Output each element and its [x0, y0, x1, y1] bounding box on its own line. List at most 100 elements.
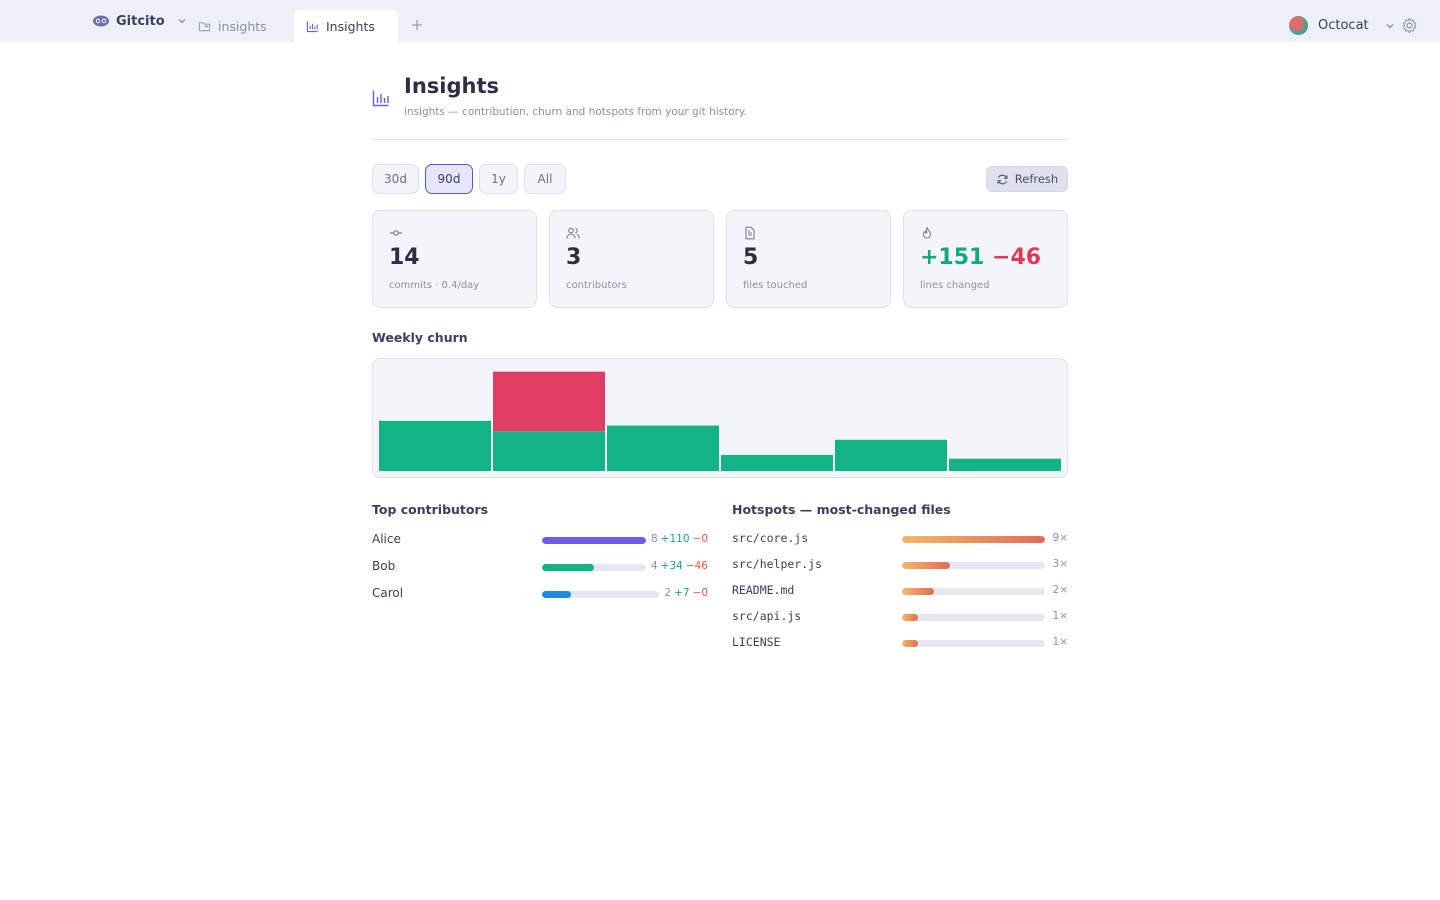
churn-bar-added-4 — [721, 454, 833, 471]
churn-bar-added-3 — [607, 425, 719, 471]
hotspot-row[interactable]: src/core.js 9× — [732, 529, 1068, 549]
contribution-bar-fill — [542, 537, 646, 544]
lines-card: +151 −46 lines changed — [903, 210, 1068, 308]
user-name: Octocat — [1318, 18, 1369, 33]
churn-bar-added-2 — [493, 431, 605, 471]
contributor-removed: −46 — [685, 560, 708, 572]
commits-count: 14 — [389, 245, 420, 270]
bar-chart-icon — [372, 90, 389, 107]
hotspot-bar — [902, 640, 1045, 647]
weekly-churn-title: Weekly churn — [372, 330, 468, 345]
contribution-bar — [542, 537, 646, 544]
contributor-added: +7 — [674, 587, 690, 599]
refresh-button[interactable]: Refresh — [986, 166, 1068, 192]
hotspot-bar-fill — [902, 536, 1045, 543]
bar-chart-icon — [306, 20, 318, 32]
divider — [372, 139, 1068, 140]
hotspot-bar — [902, 536, 1045, 543]
hotspot-bar-fill — [902, 588, 934, 595]
churn-bar-removed-2 — [493, 371, 605, 432]
tab-label: insights — [218, 18, 267, 34]
range-1y-button[interactable]: 1y — [479, 164, 518, 194]
add-tab-icon[interactable] — [410, 18, 424, 32]
avatar — [1289, 16, 1308, 35]
contributors-card: 3 contributors — [549, 210, 714, 308]
tab-insights-folder[interactable]: insights — [198, 10, 267, 42]
contribution-bar — [542, 564, 646, 571]
hotspot-change-count: 3× — [1052, 558, 1068, 570]
chevron-down-icon — [178, 19, 186, 24]
churn-bar-added-5 — [835, 439, 947, 471]
refresh-label: Refresh — [1014, 172, 1059, 186]
hotspot-row[interactable]: src/api.js 1× — [732, 607, 1068, 627]
contributor-stats: 2 +7 −0 — [664, 587, 708, 599]
churn-bar-added-6 — [949, 458, 1061, 471]
page-subtitle: insights — contribution, churn and hotsp… — [404, 106, 748, 118]
churn-bars — [379, 371, 1061, 471]
contributor-stats: 8 +110 −0 — [651, 533, 708, 545]
commits-label: commits · 0.4/day — [389, 280, 480, 291]
hotspot-change-count: 1× — [1052, 636, 1068, 648]
tab-insights[interactable]: Insights — [294, 10, 398, 42]
contributor-commits: 8 — [650, 533, 658, 545]
file-icon — [745, 226, 755, 240]
contributor-row: Carol 2 +7 −0 — [372, 584, 708, 604]
contributor-name: Bob — [372, 559, 396, 573]
contribution-bar-fill — [542, 591, 572, 598]
users-icon — [566, 227, 580, 239]
files-label: files touched — [743, 280, 808, 291]
hotspot-change-count: 9× — [1052, 532, 1068, 544]
files-count: 5 — [743, 245, 759, 270]
workspace-switcher[interactable]: Gitcito — [92, 11, 187, 31]
hotspot-file-name: src/core.js — [732, 531, 809, 545]
hotspot-bar-fill — [902, 614, 918, 621]
hotspot-file-name: LICENSE — [732, 635, 781, 649]
hotspot-bar — [902, 588, 1045, 595]
hotspot-row[interactable]: README.md 2× — [732, 581, 1068, 601]
contributor-name: Alice — [372, 532, 401, 546]
tab-label: Insights — [326, 18, 375, 34]
churn-bar-added-1 — [379, 420, 491, 471]
hotspot-bar — [902, 562, 1045, 569]
commit-icon — [390, 230, 402, 236]
contributor-row: Alice 8 +110 −0 — [372, 530, 708, 550]
hotspot-file-name: README.md — [732, 583, 795, 597]
contributor-added: +34 — [660, 560, 683, 572]
contributor-removed: −0 — [692, 533, 708, 545]
hotspot-change-count: 2× — [1052, 584, 1068, 596]
refresh-icon — [997, 174, 1008, 184]
hotspot-row[interactable]: LICENSE 1× — [732, 633, 1068, 653]
contributors-count: 3 — [566, 245, 582, 270]
hotspot-bar-fill — [902, 562, 950, 569]
contributors-label: contributors — [566, 280, 627, 291]
range-all-button[interactable]: All — [524, 164, 566, 194]
contributor-added: +110 — [660, 533, 690, 545]
hotspot-bar — [902, 614, 1045, 621]
page-title: Insights — [404, 74, 499, 98]
hotspot-row[interactable]: src/helper.js 3× — [732, 555, 1068, 575]
gear-icon[interactable] — [1401, 17, 1418, 34]
lines-added: +151 — [920, 245, 985, 270]
folder-icon — [198, 21, 211, 31]
contributor-commits: 2 — [664, 587, 672, 599]
top-contributors-title: Top contributors — [372, 502, 489, 517]
user-menu[interactable]: Octocat — [1289, 16, 1395, 35]
hotspot-file-name: src/api.js — [732, 609, 802, 623]
hotspots-title: Hotspots — most-changed files — [732, 502, 951, 517]
chevron-down-icon — [1386, 23, 1394, 28]
hotspot-bar-fill — [902, 640, 918, 647]
lines-changed-value: +151 −46 — [920, 245, 1041, 270]
weekly-churn-chart — [372, 358, 1068, 478]
range-30d-button[interactable]: 30d — [372, 164, 419, 194]
files-card: 5 files touched — [726, 210, 891, 308]
contributor-row: Bob 4 +34 −46 — [372, 557, 708, 577]
workspace-name: Gitcito — [116, 13, 165, 29]
contributor-stats: 4 +34 −46 — [651, 560, 708, 572]
contributor-removed: −0 — [692, 587, 708, 599]
hotspot-change-count: 1× — [1052, 610, 1068, 622]
contribution-bar — [542, 591, 659, 598]
commits-card: 14 commits · 0.4/day — [372, 210, 537, 308]
range-90d-button[interactable]: 90d — [425, 164, 473, 194]
hotspot-file-name: src/helper.js — [732, 557, 823, 571]
contribution-bar-fill — [542, 564, 594, 571]
